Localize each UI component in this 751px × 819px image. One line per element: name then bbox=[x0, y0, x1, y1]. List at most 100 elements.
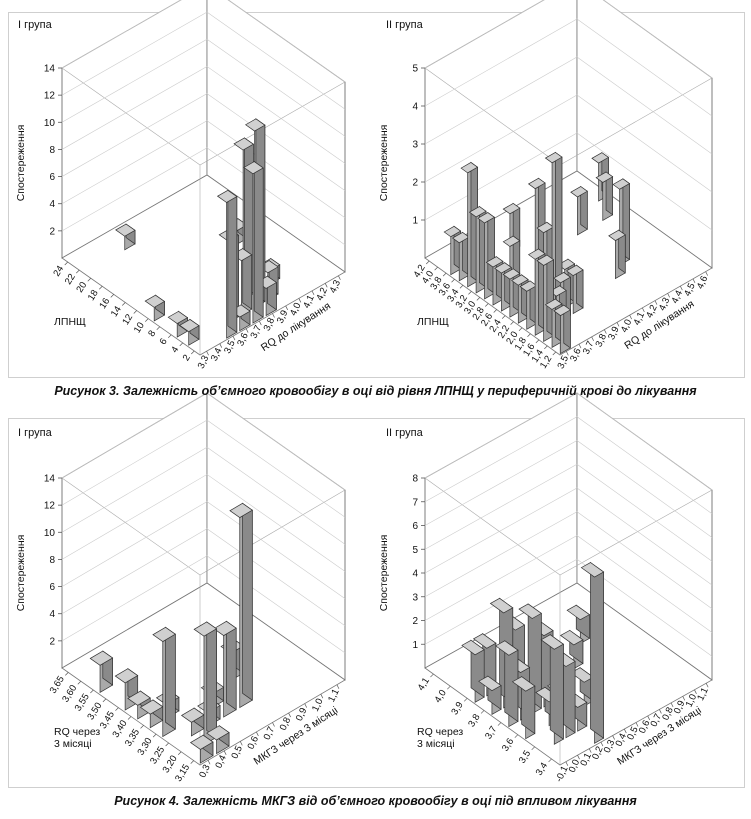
bar-top bbox=[489, 597, 514, 614]
bar-face-right bbox=[165, 626, 176, 730]
left-tick-mark bbox=[191, 350, 195, 355]
z-gridline bbox=[424, 535, 713, 633]
bar bbox=[216, 189, 238, 339]
z-gridline bbox=[424, 94, 713, 193]
right-tick-label: 0,5 bbox=[625, 725, 641, 742]
bar bbox=[553, 304, 571, 355]
top-edge bbox=[424, 477, 561, 576]
right-tick-label: 3,9 bbox=[606, 325, 622, 342]
bar-top bbox=[229, 502, 253, 518]
z-gridline bbox=[61, 11, 346, 110]
right-tick-label: 4,1 bbox=[301, 293, 317, 310]
panel-group-label: ІІ група bbox=[386, 19, 424, 31]
left-axis-label: RQ через bbox=[54, 726, 100, 738]
bar-top bbox=[502, 235, 521, 247]
panel-group-label: І група bbox=[18, 19, 53, 31]
left-tick-mark bbox=[165, 742, 169, 747]
bar-top bbox=[461, 639, 485, 656]
left-tick-mark bbox=[447, 685, 451, 690]
bar bbox=[115, 223, 136, 251]
bar-top bbox=[527, 248, 546, 260]
bar bbox=[152, 626, 176, 738]
left-tick-mark bbox=[552, 351, 557, 356]
right-tick-mark bbox=[692, 278, 696, 284]
bar-top bbox=[580, 562, 605, 578]
z-gridline bbox=[424, 558, 713, 657]
top-edge bbox=[559, 77, 713, 166]
left-tick-mark bbox=[434, 266, 438, 271]
top-edge bbox=[559, 489, 713, 576]
z-axis-label: Спостереження bbox=[378, 535, 390, 612]
z-tick-label: 5 bbox=[412, 64, 418, 75]
right-tick-mark bbox=[565, 761, 569, 766]
z-tick-label: 4 bbox=[412, 569, 418, 580]
z-tick-label: 10 bbox=[44, 528, 56, 539]
right-tick-mark bbox=[629, 314, 632, 320]
z-tick-label: 3 bbox=[412, 140, 418, 151]
z-tick-label: 6 bbox=[49, 172, 55, 183]
top-edge bbox=[199, 81, 346, 166]
right-tick-label: 3,7 bbox=[581, 339, 597, 356]
bar bbox=[563, 692, 588, 732]
left-tick-mark bbox=[152, 733, 157, 738]
bar-top bbox=[468, 206, 487, 218]
bar-top bbox=[179, 319, 200, 333]
right-tick-label: 3,8 bbox=[262, 316, 278, 333]
left-tick-mark bbox=[531, 746, 535, 751]
right-tick-mark bbox=[288, 712, 291, 718]
figure3-caption: Рисунок 3. Залежність об’ємного кровообі… bbox=[54, 384, 697, 398]
z-tick-label: 1 bbox=[412, 640, 418, 651]
figure4-caption: Рисунок 4. Залежність МКГЗ від об’ємного… bbox=[114, 794, 637, 808]
bar-top bbox=[553, 272, 572, 284]
z-gridline bbox=[61, 392, 346, 491]
bar-top bbox=[608, 229, 626, 241]
right-tick-mark bbox=[223, 750, 227, 755]
z-gridline bbox=[61, 419, 346, 518]
bar bbox=[193, 621, 218, 746]
left-tick-mark bbox=[514, 734, 519, 738]
bar-top bbox=[243, 161, 264, 175]
left-tick-label: 4,1 bbox=[416, 676, 432, 693]
right-tick-mark bbox=[642, 307, 645, 313]
chart-panel-figure4-2: ІІ група12345678Спостереження4,14,03,93,… bbox=[378, 392, 713, 784]
z-gridline bbox=[61, 555, 346, 654]
bar-top bbox=[152, 626, 176, 642]
bar-top bbox=[167, 310, 189, 324]
right-tick-mark bbox=[623, 728, 627, 734]
right-tick-mark bbox=[285, 305, 288, 311]
right-tick-label: 0,3 bbox=[602, 738, 618, 755]
z-gridline bbox=[61, 0, 346, 83]
z-gridline bbox=[61, 528, 346, 626]
bar-top bbox=[518, 603, 542, 619]
right-tick-label: 0,9 bbox=[294, 706, 310, 723]
bar bbox=[189, 734, 214, 764]
right-tick-mark bbox=[207, 760, 211, 765]
bar bbox=[559, 629, 584, 670]
z-axis-label: Спостереження bbox=[15, 125, 27, 202]
left-tick-label: 4,0 bbox=[433, 688, 449, 705]
left-tick-label: 8 bbox=[146, 328, 158, 338]
z-tick-label: 2 bbox=[49, 636, 55, 647]
right-tick-label: 4,4 bbox=[669, 289, 685, 306]
bar-top bbox=[544, 298, 563, 310]
bar bbox=[243, 160, 264, 324]
right-tick-mark bbox=[667, 293, 670, 298]
right-tick-mark bbox=[670, 702, 674, 708]
left-tick-mark bbox=[442, 272, 447, 277]
chart-panel-figure4-1: І група2468101214Спостереження3,653,603,… bbox=[15, 392, 346, 784]
bar-top bbox=[193, 621, 218, 637]
right-tick-mark bbox=[320, 694, 324, 699]
left-tick-mark bbox=[87, 277, 91, 282]
bar-top bbox=[114, 668, 139, 684]
z-gridline bbox=[61, 147, 346, 246]
right-tick-mark bbox=[694, 689, 697, 694]
bar bbox=[566, 604, 591, 645]
right-tick-mark bbox=[336, 684, 340, 689]
right-tick-mark bbox=[604, 329, 607, 334]
z-tick-label: 4 bbox=[412, 102, 418, 113]
bar-face-right bbox=[590, 561, 604, 739]
right-tick-label: 3,5 bbox=[222, 339, 238, 356]
left-tick-mark bbox=[518, 327, 523, 331]
z-tick-label: 2 bbox=[412, 178, 418, 189]
bar-top bbox=[511, 676, 536, 692]
